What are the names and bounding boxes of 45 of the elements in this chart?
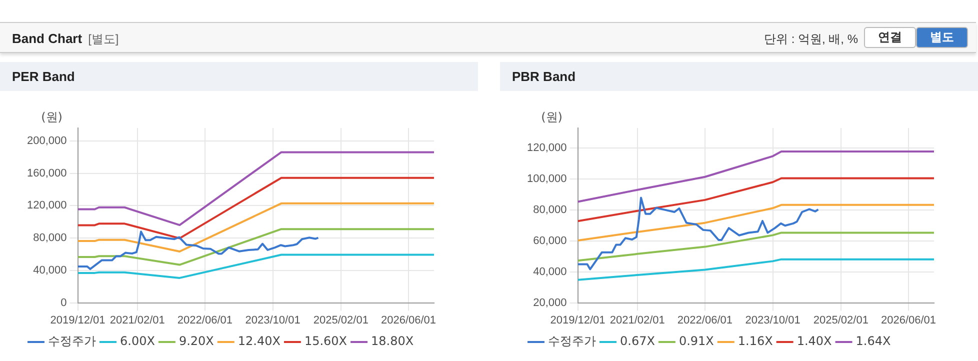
x-tick-label: 2023/10/01 bbox=[745, 314, 800, 326]
legend-label: 9.20X bbox=[178, 334, 214, 348]
y-tick-label: 160,000 bbox=[26, 167, 67, 180]
y-tick-label: 80,000 bbox=[533, 204, 567, 216]
x-tick-label: 2023/10/01 bbox=[245, 314, 300, 326]
x-tick-label: 2026/06/01 bbox=[880, 314, 936, 326]
y-tick-label: 100,000 bbox=[526, 173, 567, 186]
legend-label: 1.16X bbox=[738, 334, 773, 348]
x-tick-label: 2021/02/01 bbox=[610, 314, 665, 326]
y-tick-label: 20,000 bbox=[533, 296, 567, 309]
text: Band Chart bbox=[12, 31, 82, 46]
legend-label: 6.00X bbox=[120, 334, 155, 348]
y-axis-title: (원) bbox=[41, 110, 62, 124]
y-tick-label: 120,000 bbox=[26, 200, 67, 212]
legend-label: 12.40X bbox=[238, 334, 280, 348]
x-tick-label: 2019/12/01 bbox=[550, 314, 606, 326]
x-tick-label: 2026/06/01 bbox=[380, 314, 436, 326]
chart-title: PER Band bbox=[0, 62, 478, 91]
legend-label: 18.80X bbox=[371, 334, 414, 348]
legend-label: 1.64X bbox=[856, 334, 891, 348]
y-tick-label: 40,000 bbox=[533, 266, 567, 278]
text: 별도 bbox=[916, 27, 968, 48]
x-tick-label: 2022/06/01 bbox=[177, 314, 232, 326]
y-tick-label: 0 bbox=[60, 296, 67, 309]
x-tick-label: 2025/02/01 bbox=[813, 314, 868, 326]
y-tick-label: 40,000 bbox=[33, 264, 67, 276]
y-tick-label: 200,000 bbox=[26, 134, 67, 147]
legend-label: 0.67X bbox=[620, 334, 655, 348]
legend-label: 수정주가 bbox=[548, 334, 596, 348]
y-axis-title: (원) bbox=[541, 110, 562, 124]
legend-label: 1.40X bbox=[796, 334, 832, 348]
x-tick-label: 2022/06/01 bbox=[677, 314, 732, 326]
x-tick-label: 2025/02/01 bbox=[313, 314, 368, 326]
legend-label: 수정주가 bbox=[48, 334, 96, 348]
legend-label: 0.91X bbox=[678, 334, 714, 348]
text: [별도] bbox=[88, 32, 119, 46]
y-tick-label: 60,000 bbox=[533, 234, 567, 247]
x-tick-label: 2019/12/01 bbox=[50, 314, 106, 326]
text: 연결 bbox=[864, 27, 916, 48]
y-tick-label: 120,000 bbox=[526, 142, 567, 154]
legend-label: 15.60X bbox=[304, 334, 348, 348]
text: 단위 : 억원, 배, % bbox=[764, 31, 858, 48]
y-tick-label: 80,000 bbox=[33, 232, 67, 244]
chart-title: PBR Band bbox=[500, 62, 978, 91]
x-tick-label: 2021/02/01 bbox=[110, 314, 165, 326]
